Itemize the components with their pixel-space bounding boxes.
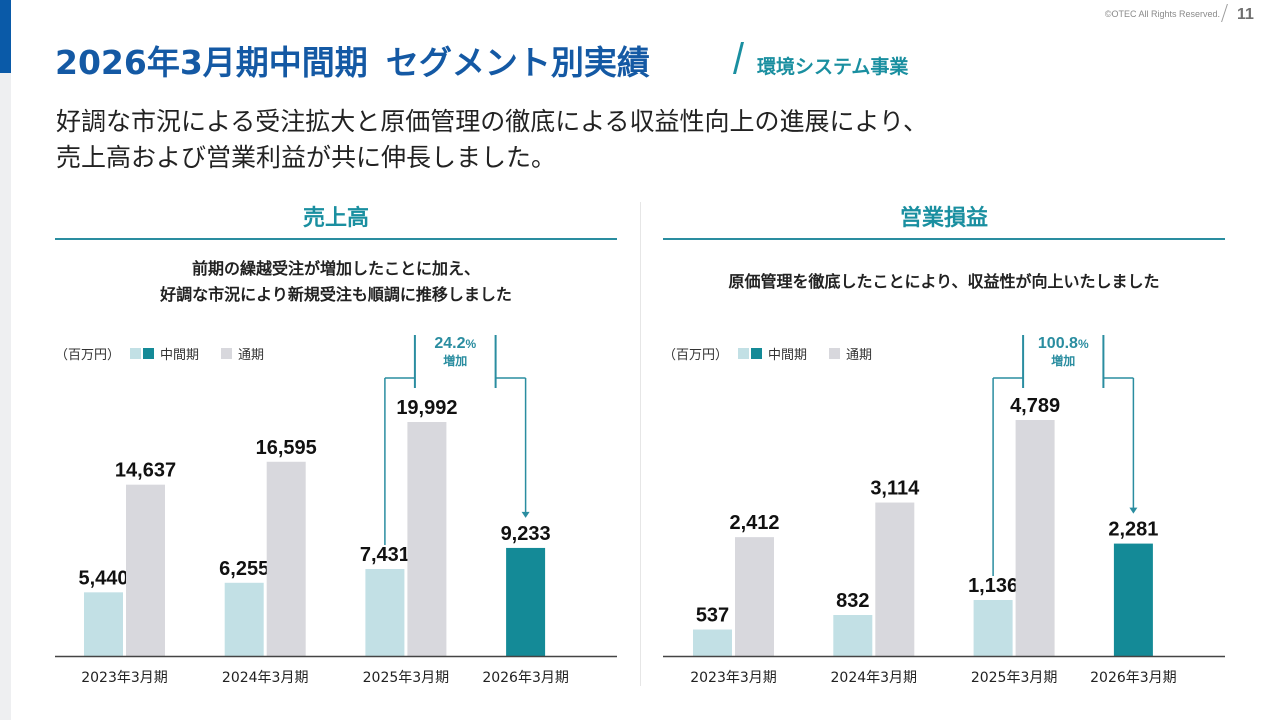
bar-interim <box>365 569 405 656</box>
x-axis-category-label: 2026年3月期 <box>1090 670 1177 686</box>
bar-interim <box>1113 543 1153 656</box>
growth-arrow-head <box>521 511 530 518</box>
legend-interim-label: 中間期 <box>768 348 808 363</box>
legend-swatch-full-year <box>221 348 233 359</box>
bar-full-year <box>266 461 306 656</box>
bar-interim <box>224 582 264 656</box>
x-axis-category-label: 2023年3月期 <box>81 670 168 686</box>
data-label-interim: 9,233 <box>501 523 551 545</box>
legend-full-year-label: 通期 <box>238 348 265 363</box>
operating-profit-description-line-1: 原価管理を徹底したことにより、収益性が向上いたしました <box>728 272 1160 291</box>
x-axis-category-label: 2026年3月期 <box>482 670 569 686</box>
sales-description: 前期の繰越受注が増加したことに加え、 好調な市況により新規受注も順調に推移しまし… <box>55 256 617 308</box>
legend-swatch-interim-past <box>738 348 750 359</box>
title-main: セグメント別実績 <box>385 43 650 82</box>
legend-swatch-full-year <box>829 348 841 359</box>
sales-legend: （百万円） 中間期 通期 <box>55 344 284 363</box>
section-divider <box>640 202 641 686</box>
data-label-full-year: 19,992 <box>396 397 457 419</box>
data-label-interim: 1,136 <box>968 575 1018 597</box>
sales-description-line-2: 好調な市況により新規受注も順調に推移しました <box>160 285 512 304</box>
bar-interim <box>506 547 546 656</box>
growth-arrow-head <box>1129 507 1138 514</box>
sales-description-line-1: 前期の繰越受注が増加したことに加え、 <box>191 259 480 278</box>
x-axis-category-label: 2025年3月期 <box>363 670 450 686</box>
growth-label: 増加 <box>1051 353 1075 368</box>
operating-profit-heading: 営業損益 <box>899 206 988 231</box>
operating-profit-legend: （百万円） 中間期 通期 <box>663 344 892 363</box>
bar-full-year <box>126 484 165 656</box>
bar-interim <box>84 592 123 656</box>
bar-interim <box>693 629 732 656</box>
growth-percent: 24.2% <box>434 335 476 352</box>
bar-full-year <box>735 537 774 656</box>
page-title: 2026年3月期中間期 セグメント別実績 <box>55 36 650 84</box>
segment-name: 環境システム事業 <box>757 56 909 78</box>
growth-percent: 100.8% <box>1038 335 1089 352</box>
legend-interim-label: 中間期 <box>160 348 200 363</box>
data-label-full-year: 3,114 <box>870 478 920 500</box>
legend-full-year-label: 通期 <box>846 348 873 363</box>
x-axis-category-label: 2024年3月期 <box>831 670 918 686</box>
left-side-strip <box>0 73 11 720</box>
legend-unit: （百万円） <box>55 348 121 363</box>
left-accent-bar <box>0 0 11 73</box>
legend-swatch-interim-current <box>143 348 155 359</box>
legend-swatch-interim-current <box>751 348 763 359</box>
legend-swatch-interim-past <box>130 348 142 359</box>
data-label-interim: 6,255 <box>219 558 269 580</box>
data-label-interim: 7,431 <box>360 544 410 566</box>
lead-line-1: 好調な市況による受注拡大と原価管理の徹底による収益性向上の進展により、 <box>56 107 929 136</box>
bar-full-year <box>875 502 915 656</box>
data-label-interim: 2,281 <box>1108 519 1158 541</box>
data-label-interim: 537 <box>696 605 729 627</box>
x-axis-category-label: 2024年3月期 <box>222 670 309 686</box>
lead-text: 好調な市況による受注拡大と原価管理の徹底による収益性向上の進展により、 売上高お… <box>56 104 928 176</box>
data-label-full-year: 16,595 <box>256 437 317 459</box>
data-label-interim: 832 <box>836 590 869 612</box>
sales-heading: 売上高 <box>302 206 369 231</box>
legend-unit: （百万円） <box>663 348 729 363</box>
data-label-full-year: 2,412 <box>729 512 779 534</box>
sales-heading-rule <box>55 238 617 240</box>
title-period: 2026年3月期中間期 <box>55 43 368 82</box>
x-axis-category-label: 2023年3月期 <box>690 670 777 686</box>
page-number: 11 <box>1237 6 1254 23</box>
x-axis-category-label: 2025年3月期 <box>971 670 1058 686</box>
data-label-interim: 5,440 <box>78 567 128 589</box>
operating-profit-heading-rule <box>663 238 1225 240</box>
growth-label: 増加 <box>443 353 467 368</box>
lead-line-2: 売上高および営業利益が共に伸長しました。 <box>56 143 557 172</box>
bar-full-year <box>1015 420 1055 656</box>
bar-interim <box>833 614 873 656</box>
data-label-full-year: 4,789 <box>1010 395 1060 417</box>
operating-profit-description: 原価管理を徹底したことにより、収益性が向上いたしました <box>663 269 1225 295</box>
copyright-text: ©OTEC All Rights Reserved. <box>1104 9 1220 19</box>
bar-full-year <box>407 422 447 656</box>
data-label-full-year: 14,637 <box>115 460 176 482</box>
bar-interim <box>973 600 1013 656</box>
